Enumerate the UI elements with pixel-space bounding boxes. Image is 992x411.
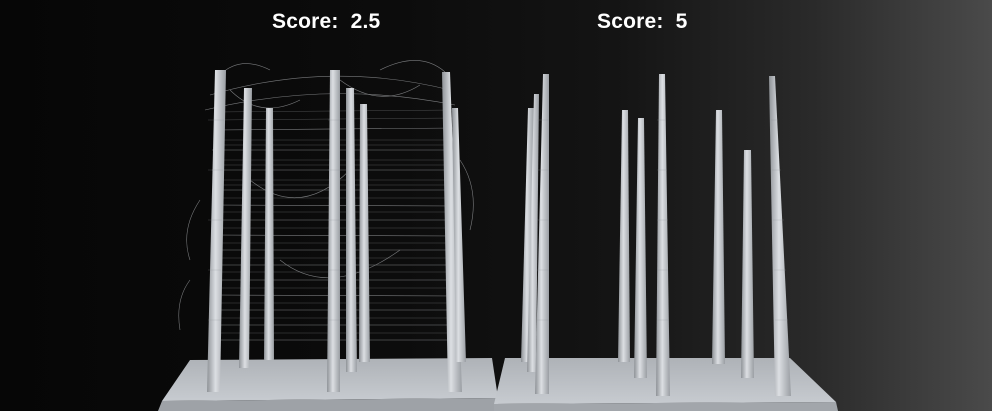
right-pillars: [521, 74, 791, 396]
right-pillar-3: [535, 74, 549, 394]
right-pillar-2: [527, 94, 539, 372]
left-pillar-6: [359, 104, 370, 362]
right-pillar-5: [634, 118, 647, 378]
left-pillar-2: [239, 88, 252, 368]
right-pillar-9: [769, 76, 791, 396]
right-pillar-4: [618, 110, 630, 362]
left-pillar-5: [346, 88, 357, 372]
left-pillars: [207, 70, 466, 392]
right-pillar-8: [741, 150, 754, 378]
left-pillar-4: [327, 70, 340, 392]
right-score-label: Score: 5: [597, 10, 688, 33]
layer-lines: [208, 119, 788, 321]
right-pillar-7: [712, 110, 725, 364]
left-pillar-1: [207, 70, 226, 392]
right-pillar-6: [656, 74, 670, 396]
left-pillar-3: [264, 108, 274, 360]
left-score-label: Score: 2.5: [272, 10, 381, 33]
left-pillar-8: [452, 108, 466, 362]
